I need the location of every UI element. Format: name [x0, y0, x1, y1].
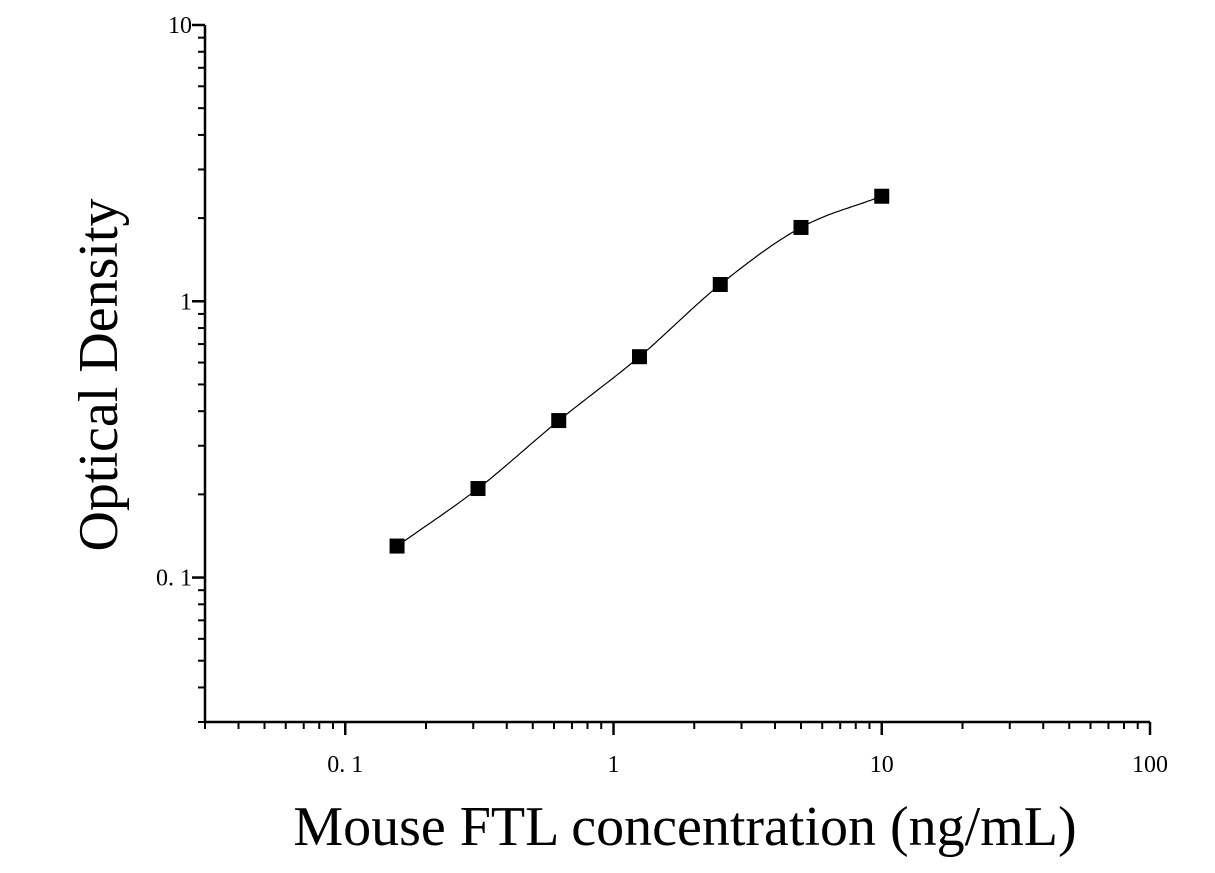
- data-point: [632, 349, 648, 365]
- y-tick-label: 0. 1: [156, 566, 192, 592]
- x-tick-label: 100: [1132, 752, 1168, 778]
- y-tick-label: 10: [168, 13, 192, 39]
- major-ticks: [192, 23, 1152, 735]
- y-tick-label: 1: [180, 289, 192, 315]
- fit-curve: [396, 195, 883, 547]
- data-points: [389, 188, 890, 554]
- data-point: [793, 219, 809, 235]
- minor-ticks: [198, 36, 1139, 729]
- data-point: [470, 481, 486, 497]
- x-axis-title: Mouse FTL concentration (ng/mL): [293, 796, 1076, 858]
- data-point: [874, 188, 890, 204]
- x-tick-labels: 0. 1 1 10 100: [327, 752, 1168, 778]
- x-tick-label: 10: [870, 752, 894, 778]
- x-tick-label: 0. 1: [327, 752, 363, 778]
- x-tick-label: 1: [608, 752, 620, 778]
- y-axis-title: Optical Density: [68, 198, 130, 551]
- data-point: [389, 538, 405, 554]
- data-point: [712, 277, 728, 293]
- data-point: [551, 413, 567, 429]
- y-tick-labels: 0. 1 1 10: [156, 13, 192, 592]
